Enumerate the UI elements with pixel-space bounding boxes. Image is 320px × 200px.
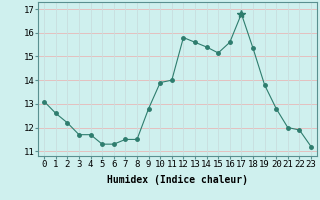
X-axis label: Humidex (Indice chaleur): Humidex (Indice chaleur) bbox=[107, 175, 248, 185]
